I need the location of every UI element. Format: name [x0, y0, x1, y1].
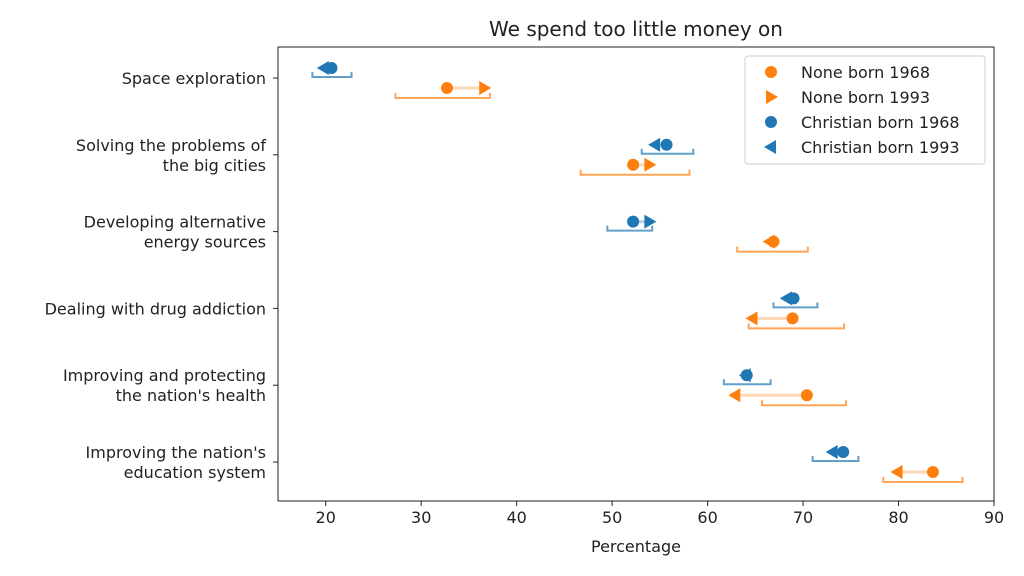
category-label: education system: [124, 463, 266, 482]
category-label: Improving the nation's: [86, 443, 266, 462]
christian-interval-bracket: [722, 379, 772, 386]
legend-marker: [765, 66, 777, 78]
category-label: the big cities: [163, 156, 266, 175]
none-interval-bracket: [579, 169, 691, 176]
none-interval-bracket: [882, 477, 964, 483]
category-label: Solving the problems of: [76, 136, 266, 155]
category-label: the nation's health: [116, 386, 266, 405]
legend-label: Christian born 1993: [801, 138, 960, 157]
legend-label: None born 1993: [801, 88, 930, 107]
x-tick-label: 60: [697, 508, 717, 527]
x-tick-label: 50: [602, 508, 622, 527]
legend-marker: [765, 116, 777, 128]
chart-title: We spend too little money on: [489, 17, 783, 41]
legend: None born 1968 None born 1993 Christian bo…: [744, 55, 986, 165]
category-label: Space exploration: [122, 69, 266, 88]
legend-label: None born 1968: [801, 63, 930, 82]
christian-interval-bracket: [772, 302, 819, 309]
none-1993-point: [745, 311, 758, 326]
christian-1968-point: [837, 446, 850, 458]
christian-1993-point: [779, 291, 792, 306]
none-1993-point: [644, 157, 657, 172]
christian-1968-point: [660, 138, 673, 151]
none-1968-point: [786, 312, 799, 325]
christian-interval-bracket: [311, 72, 353, 78]
legend-label: Christian born 1968: [801, 113, 960, 132]
x-tick-label: 90: [984, 508, 1004, 527]
legend-box: [744, 55, 986, 165]
christian-interval-bracket: [640, 148, 695, 155]
y-axis: Space exploration Solving the problems of…: [45, 69, 278, 482]
christian-1993-point: [738, 368, 751, 383]
christian-1993-point: [648, 137, 661, 152]
christian-1993-point: [825, 445, 838, 459]
none-1993-point: [479, 81, 492, 95]
x-tick-label: 30: [411, 508, 431, 527]
category-label: Dealing with drug addiction: [45, 299, 266, 318]
none-1993-point: [728, 388, 741, 403]
christian-interval-bracket: [606, 225, 654, 232]
legend-marker: [766, 90, 778, 104]
none-1968-point: [926, 466, 939, 478]
category-label: energy sources: [144, 233, 266, 252]
none-interval-bracket: [747, 323, 846, 330]
x-tick-label: 40: [506, 508, 526, 527]
legend-marker: [764, 140, 776, 154]
none-1968-point: [800, 389, 813, 402]
plot-area: [311, 61, 964, 483]
x-tick-label: 20: [316, 508, 336, 527]
christian-interval-bracket: [811, 456, 860, 462]
none-1968-point: [627, 158, 640, 171]
category-label: Developing alternative: [84, 213, 266, 232]
christian-1993-point: [316, 61, 329, 75]
none-1968-point: [440, 82, 453, 94]
none-interval-bracket: [394, 93, 491, 99]
x-axis: 20 30 40 50 60 70 80 90: [316, 501, 1004, 527]
plot-frame: [277, 46, 995, 502]
christian-1968-point: [627, 215, 640, 228]
none-1993-point: [762, 234, 775, 249]
category-label: Improving and protecting: [63, 366, 266, 385]
none-1993-point: [890, 465, 903, 479]
x-tick-label: 80: [888, 508, 908, 527]
x-axis-title: Percentage: [591, 537, 681, 556]
none-interval-bracket: [736, 246, 809, 253]
x-tick-label: 70: [793, 508, 813, 527]
christian-1993-point: [644, 214, 657, 229]
none-interval-bracket: [761, 400, 848, 407]
